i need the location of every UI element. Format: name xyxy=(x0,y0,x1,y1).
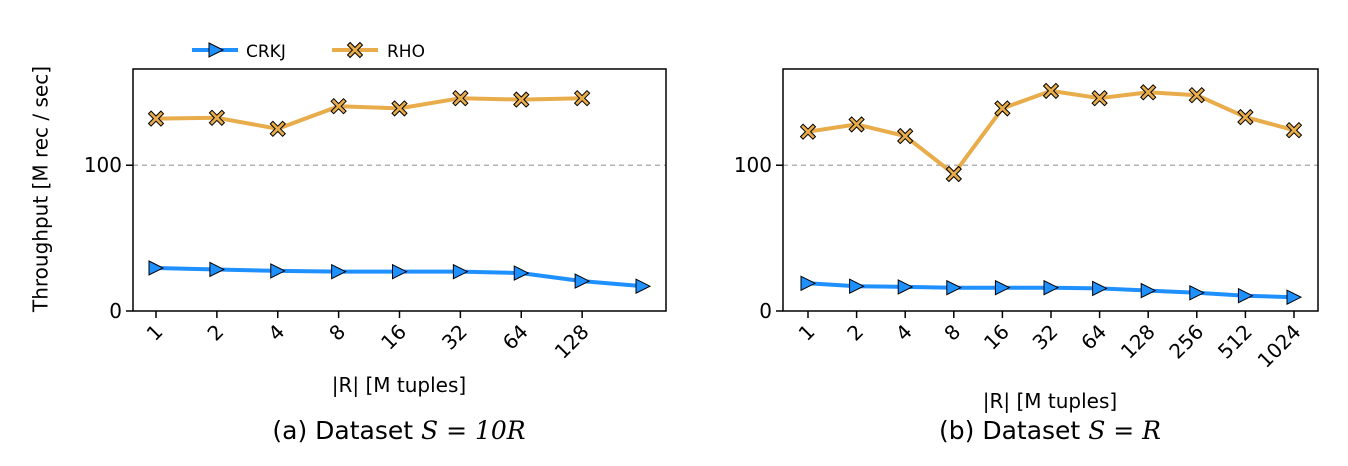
panel-a-x-tick-label-2: 2 xyxy=(202,320,228,346)
panel-a-crkj-point-5 xyxy=(452,263,469,280)
panel-b-rho-point-5 xyxy=(1042,82,1060,100)
panel-a-caption-math: S = 10R xyxy=(421,416,526,445)
panel-b-y-tick-label-100: 100 xyxy=(734,153,772,177)
panel-b-x-tick-label-16: 16 xyxy=(979,320,1014,355)
panel-b-rho-point-1 xyxy=(848,116,865,133)
legend: CRKJ RHO xyxy=(192,41,425,62)
panel-b-rho-point-8 xyxy=(1188,86,1206,104)
panel-a-y-tick-label-0: 0 xyxy=(109,299,122,323)
panel-a-x-tick-label-8: 8 xyxy=(324,320,350,346)
panel-b-crkj-point-3 xyxy=(946,279,962,296)
panel-a-rho-point-4 xyxy=(391,100,408,117)
panel-a-crkj-point-3 xyxy=(331,263,347,280)
panel-b-rho-point-6 xyxy=(1091,89,1108,107)
panel-b-x-tick-label-32: 32 xyxy=(1028,320,1063,355)
panel-b-crkj-point-2 xyxy=(897,279,914,295)
panel-a: 0 100 1 2 4 8 16 32 64 128 |R| [M tuples] (a) Da… xyxy=(84,68,667,445)
panel-b-y-ticks: 0 100 xyxy=(734,153,783,323)
legend-entry-rho: RHO xyxy=(332,41,425,62)
legend-entry-crkj: CRKJ xyxy=(192,42,286,62)
panel-a-rho-point-2 xyxy=(269,120,287,138)
panel-b-crkj-point-1 xyxy=(849,278,865,295)
y-axis-title: Throughput [M rec / sec] xyxy=(29,66,53,313)
panel-a-crkj-point-7 xyxy=(574,273,591,289)
panel-b-crkj-point-8 xyxy=(1189,284,1205,301)
panel-b-crkj-point-4 xyxy=(994,279,1011,296)
panel-b-series-layer xyxy=(799,82,1303,305)
panel-a-rho-point-3 xyxy=(330,97,347,115)
legend-rho-label: RHO xyxy=(387,42,425,62)
panel-b-x-tick-label-512: 512 xyxy=(1213,320,1257,364)
panel-b-crkj-point-0 xyxy=(800,275,817,292)
panel-a-rho-point-1 xyxy=(208,109,226,127)
panel-a-crkj-point-4 xyxy=(392,263,408,280)
panel-b-crkj-point-7 xyxy=(1140,282,1157,299)
panel-b-rho-point-7 xyxy=(1139,84,1157,101)
panel-b-caption-math: S = R xyxy=(1088,416,1161,445)
panel-a-rho-point-0 xyxy=(147,110,165,127)
panel-a-x-ticks: 1 2 4 8 16 32 64 128 xyxy=(142,311,594,364)
panel-a-x-tick-label-16: 16 xyxy=(376,320,411,355)
panel-a-plot-frame xyxy=(132,68,667,312)
panel-a-series-rho-line xyxy=(155,96,583,131)
panel-a-caption-prefix: (a) Dataset xyxy=(272,416,421,445)
panel-b-rho-point-2 xyxy=(896,127,914,145)
panel-b-y-tick-label-0: 0 xyxy=(759,299,772,323)
panel-b-rho-point-3 xyxy=(945,165,963,183)
panel-a-rho-point-5 xyxy=(452,89,469,107)
legend-crkj-label: CRKJ xyxy=(246,42,286,62)
panel-b-plot-frame xyxy=(782,68,1319,312)
panel-a-crkj-point-1 xyxy=(209,261,225,278)
panel-a-y-ticks: 0 100 xyxy=(84,153,133,323)
panel-b-x-tick-label-64: 64 xyxy=(1076,320,1111,355)
panel-a-caption: (a) Dataset S = 10R xyxy=(272,416,525,445)
panel-b-caption: (b) Dataset S = R xyxy=(939,416,1161,445)
panel-a-crkj-point-2 xyxy=(270,263,286,279)
panel-b-x-axis-title: |R| [M tuples] xyxy=(983,389,1117,413)
panel-a-x-axis-title: |R| [M tuples] xyxy=(332,373,466,397)
panel-b-rho-point-9 xyxy=(1237,108,1254,126)
panel-a-rho-point-6 xyxy=(513,91,530,108)
panel-b-x-tick-label-2: 2 xyxy=(842,320,868,346)
panel-a-crkj-point-6 xyxy=(513,265,530,281)
panel-a-series-layer xyxy=(147,89,652,295)
panel-a-crkj-point-0 xyxy=(148,260,165,276)
panel-b-caption-prefix: (b) Dataset xyxy=(939,416,1088,445)
panel-b-rho-point-4 xyxy=(994,100,1011,117)
panel-b-crkj-point-9 xyxy=(1237,287,1254,304)
panel-b-crkj-point-5 xyxy=(1043,279,1060,296)
panel-b-rho-point-10 xyxy=(1285,121,1303,139)
panel-b-x-tick-label-8: 8 xyxy=(939,320,965,346)
panel-a-x-tick-label-4: 4 xyxy=(263,320,289,346)
panel-a-crkj-point-8 xyxy=(635,278,652,295)
panel-b-rho-point-0 xyxy=(799,123,817,140)
panel-a-rho-point-7 xyxy=(573,89,591,107)
panel-a-x-tick-label-128: 128 xyxy=(550,320,594,364)
panel-b-crkj-point-10 xyxy=(1286,289,1303,305)
panel-b-x-tick-label-128: 128 xyxy=(1116,320,1160,364)
panel-a-y-tick-label-100: 100 xyxy=(84,153,122,177)
legend-rho-marker xyxy=(346,41,364,59)
panel-b-x-tick-label-1024: 1024 xyxy=(1253,320,1306,373)
legend-crkj-marker xyxy=(208,42,225,58)
panel-a-x-tick-label-1: 1 xyxy=(142,320,168,346)
panel-b-x-tick-label-1: 1 xyxy=(794,320,820,346)
panel-b-x-tick-label-4: 4 xyxy=(891,320,917,346)
panel-b-series-rho-line xyxy=(807,88,1295,176)
panel-a-x-tick-label-32: 32 xyxy=(437,320,472,355)
panel-b-crkj-point-6 xyxy=(1092,280,1108,297)
panel-b-x-tick-label-256: 256 xyxy=(1164,320,1208,364)
panel-a-x-tick-label-64: 64 xyxy=(498,320,533,355)
